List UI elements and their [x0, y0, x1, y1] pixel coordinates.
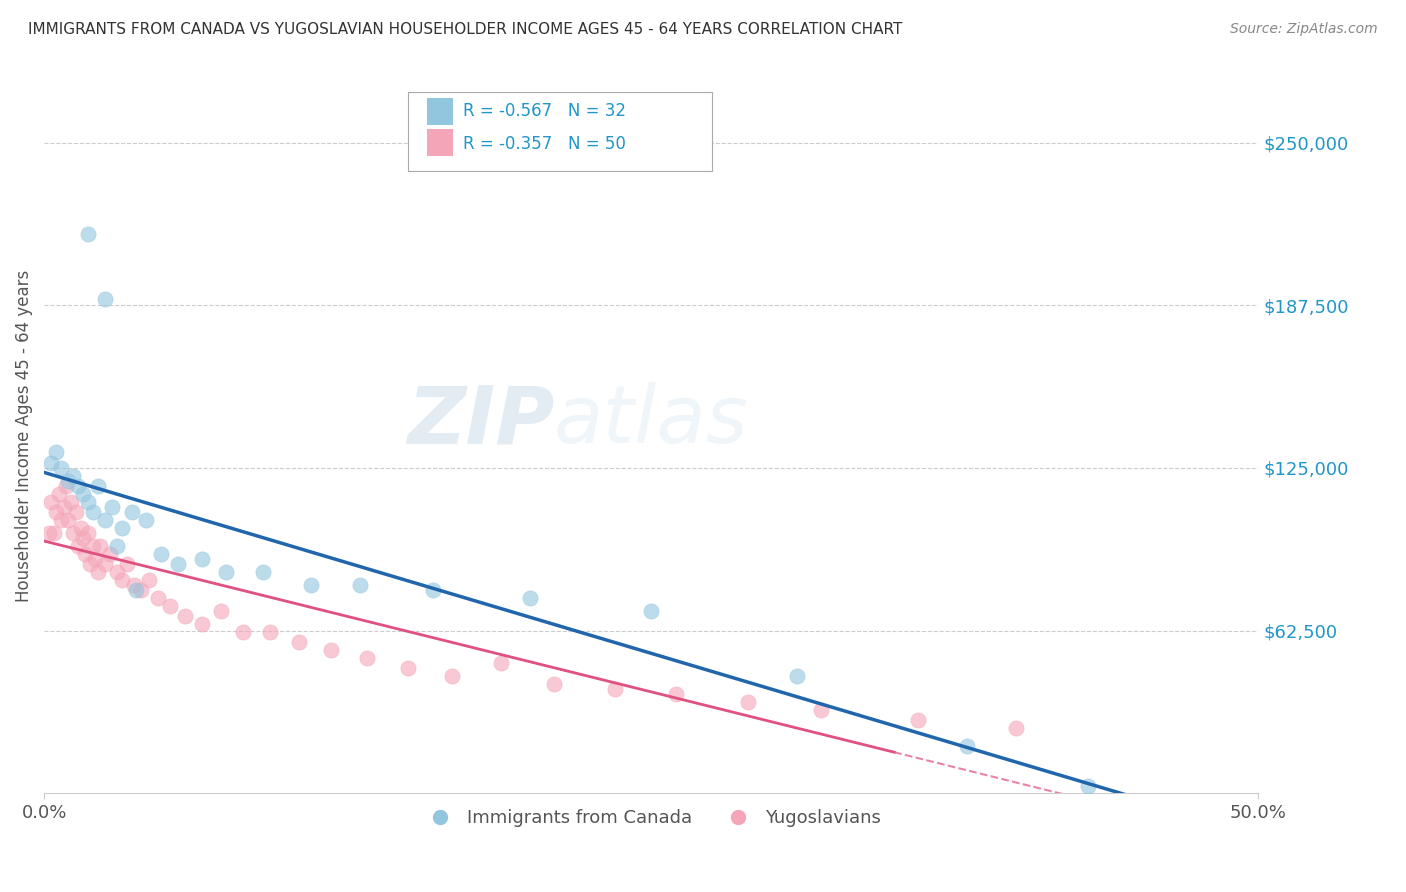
- Point: [101, 500, 124, 514]
- Point: [55, 479, 77, 493]
- Point: [174, 609, 197, 624]
- Point: [299, 578, 322, 592]
- Point: [69, 521, 91, 535]
- Point: [1077, 779, 1099, 793]
- Point: [191, 617, 214, 632]
- Point: [319, 643, 342, 657]
- Point: [45, 445, 67, 459]
- Point: [76, 227, 98, 241]
- Point: [125, 583, 148, 598]
- Legend: Immigrants from Canada, Yugoslavians: Immigrants from Canada, Yugoslavians: [415, 802, 887, 834]
- Point: [519, 591, 541, 606]
- Point: [135, 513, 157, 527]
- Point: [640, 604, 662, 618]
- Point: [786, 669, 808, 683]
- Point: [67, 539, 90, 553]
- Point: [1004, 721, 1026, 735]
- Point: [737, 695, 759, 709]
- Point: [664, 688, 686, 702]
- Point: [105, 565, 128, 579]
- FancyBboxPatch shape: [426, 129, 453, 156]
- Point: [75, 547, 97, 561]
- Point: [441, 669, 464, 683]
- Point: [209, 604, 232, 618]
- Text: atlas: atlas: [554, 382, 749, 460]
- Point: [76, 495, 98, 509]
- Point: [94, 513, 117, 527]
- Point: [72, 531, 94, 545]
- Point: [422, 583, 444, 598]
- Point: [907, 714, 929, 728]
- Text: Source: ZipAtlas.com: Source: ZipAtlas.com: [1230, 22, 1378, 37]
- FancyBboxPatch shape: [408, 92, 711, 170]
- Point: [603, 682, 626, 697]
- Text: R = -0.357   N = 50: R = -0.357 N = 50: [463, 135, 626, 153]
- Point: [356, 651, 378, 665]
- Point: [94, 292, 117, 306]
- Point: [149, 547, 172, 561]
- Point: [252, 565, 274, 579]
- Point: [122, 578, 145, 592]
- Point: [166, 558, 188, 572]
- Point: [65, 505, 87, 519]
- Point: [956, 739, 979, 754]
- Point: [41, 456, 63, 470]
- Point: [159, 599, 181, 613]
- FancyBboxPatch shape: [426, 98, 453, 126]
- Point: [396, 661, 419, 675]
- Point: [84, 552, 107, 566]
- Point: [115, 558, 138, 572]
- Point: [76, 526, 98, 541]
- Point: [232, 624, 254, 639]
- Point: [810, 703, 832, 717]
- Point: [94, 558, 117, 572]
- Point: [62, 526, 84, 541]
- Point: [48, 487, 70, 501]
- Point: [86, 565, 108, 579]
- Point: [82, 539, 104, 553]
- Point: [41, 495, 63, 509]
- Point: [82, 505, 104, 519]
- Point: [38, 526, 60, 541]
- Point: [72, 487, 94, 501]
- Text: ZIP: ZIP: [406, 382, 554, 460]
- Point: [98, 547, 121, 561]
- Point: [58, 513, 80, 527]
- Point: [79, 558, 101, 572]
- Point: [58, 474, 80, 488]
- Point: [138, 573, 160, 587]
- Point: [89, 539, 111, 553]
- Point: [49, 461, 72, 475]
- Point: [121, 505, 143, 519]
- Point: [215, 565, 238, 579]
- Point: [489, 656, 512, 670]
- Point: [111, 573, 134, 587]
- Point: [259, 624, 281, 639]
- Point: [105, 539, 128, 553]
- Point: [62, 468, 84, 483]
- Point: [45, 505, 67, 519]
- Point: [349, 578, 371, 592]
- Point: [67, 479, 90, 493]
- Point: [111, 521, 134, 535]
- Point: [288, 635, 311, 649]
- Text: IMMIGRANTS FROM CANADA VS YUGOSLAVIAN HOUSEHOLDER INCOME AGES 45 - 64 YEARS CORR: IMMIGRANTS FROM CANADA VS YUGOSLAVIAN HO…: [28, 22, 903, 37]
- Text: R = -0.567   N = 32: R = -0.567 N = 32: [463, 102, 626, 120]
- Point: [49, 513, 72, 527]
- Point: [59, 495, 82, 509]
- Point: [86, 479, 108, 493]
- Point: [148, 591, 170, 606]
- Point: [52, 500, 75, 514]
- Point: [191, 552, 214, 566]
- Point: [129, 583, 152, 598]
- Point: [42, 526, 65, 541]
- Y-axis label: Householder Income Ages 45 - 64 years: Householder Income Ages 45 - 64 years: [15, 269, 32, 601]
- Point: [543, 677, 565, 691]
